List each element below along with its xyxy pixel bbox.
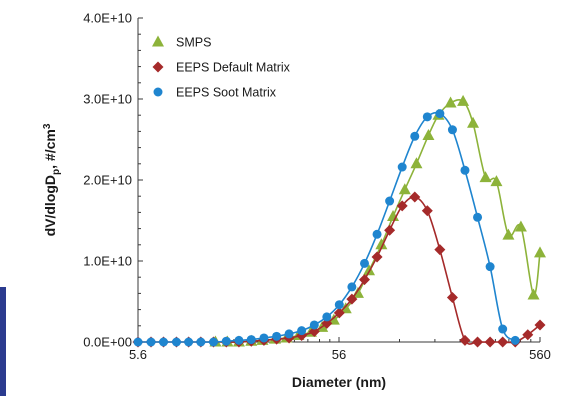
legend: SMPS EEPS Default Matrix EEPS Soot Matrix bbox=[152, 35, 291, 100]
data-point bbox=[385, 196, 395, 206]
y-ticks: 0.0E+00 1.0E+10 2.0E+10 3.0E+10 4.0E+10 bbox=[83, 11, 143, 350]
legend-marker bbox=[153, 87, 163, 97]
data-point bbox=[410, 131, 420, 141]
series-line bbox=[215, 99, 541, 343]
data-point bbox=[333, 307, 345, 319]
data-point bbox=[321, 317, 333, 329]
data-point bbox=[447, 125, 457, 135]
data-point bbox=[272, 331, 282, 341]
data-point bbox=[484, 336, 496, 348]
data-point bbox=[527, 288, 540, 300]
data-point bbox=[534, 246, 546, 258]
data-point bbox=[309, 320, 319, 330]
data-point bbox=[446, 291, 458, 303]
data-point bbox=[409, 191, 421, 203]
data-point bbox=[472, 336, 484, 348]
y-axis-title-superscript: 3 bbox=[42, 123, 53, 129]
data-point bbox=[479, 171, 492, 183]
data-point bbox=[384, 224, 396, 236]
data-point bbox=[398, 183, 411, 195]
y-axis-title-tail: , #/cm bbox=[42, 129, 58, 169]
data-point bbox=[497, 336, 509, 348]
data-point bbox=[435, 109, 445, 119]
data-point bbox=[422, 112, 432, 122]
data-point bbox=[522, 329, 534, 341]
data-point bbox=[444, 96, 457, 108]
x-axis-title: Diameter (nm) bbox=[292, 374, 386, 390]
series-0 bbox=[209, 94, 546, 347]
series-2 bbox=[133, 109, 520, 347]
x-tick-label: 56 bbox=[332, 347, 346, 362]
data-point bbox=[360, 258, 370, 268]
data-point bbox=[308, 325, 320, 337]
data-point bbox=[284, 329, 294, 339]
data-point bbox=[485, 262, 495, 272]
data-point bbox=[184, 337, 194, 347]
data-point bbox=[510, 335, 520, 345]
legend-label: SMPS bbox=[176, 36, 211, 50]
data-point bbox=[221, 336, 231, 346]
data-point bbox=[421, 205, 433, 217]
legend-marker bbox=[152, 61, 164, 73]
data-point bbox=[146, 337, 156, 347]
data-point bbox=[363, 264, 376, 276]
data-point bbox=[372, 229, 382, 239]
legend-label: EEPS Soot Matrix bbox=[176, 86, 277, 100]
series-layer bbox=[132, 94, 546, 348]
data-point bbox=[514, 220, 527, 232]
data-point bbox=[347, 282, 357, 292]
data-point bbox=[396, 200, 408, 212]
data-point bbox=[397, 162, 407, 172]
data-point bbox=[473, 212, 483, 222]
data-point bbox=[322, 312, 332, 322]
data-point bbox=[246, 335, 256, 345]
y-tick-label: 4.0E+10 bbox=[83, 11, 132, 26]
data-point bbox=[371, 251, 383, 263]
data-point bbox=[460, 165, 470, 175]
series-line bbox=[137, 111, 516, 343]
y-tick-label: 2.0E+10 bbox=[83, 173, 132, 188]
data-point bbox=[459, 334, 471, 346]
data-point bbox=[422, 128, 435, 140]
data-point bbox=[297, 326, 307, 336]
data-point bbox=[171, 337, 181, 347]
data-point bbox=[133, 337, 143, 347]
y-tick-label: 3.0E+10 bbox=[83, 92, 132, 107]
data-point bbox=[457, 94, 470, 106]
data-point bbox=[410, 157, 423, 169]
data-point bbox=[327, 313, 340, 325]
data-point bbox=[490, 175, 503, 187]
data-point bbox=[209, 337, 219, 347]
data-point bbox=[259, 333, 269, 343]
data-point bbox=[467, 116, 480, 128]
data-point bbox=[375, 238, 388, 250]
data-point bbox=[498, 324, 508, 334]
data-point bbox=[434, 244, 446, 256]
data-point bbox=[334, 300, 344, 310]
y-axis-title-main: dV/dlogD bbox=[42, 175, 58, 236]
data-point bbox=[234, 335, 244, 345]
data-point bbox=[159, 337, 169, 347]
data-point bbox=[502, 228, 515, 240]
x-tick-label: 5.6 bbox=[129, 347, 147, 362]
side-accent-bar bbox=[0, 287, 6, 396]
x-tick-label: 560 bbox=[529, 347, 551, 362]
legend-label: EEPS Default Matrix bbox=[176, 61, 291, 75]
y-tick-label: 1.0E+10 bbox=[83, 254, 132, 269]
legend-marker bbox=[152, 35, 164, 47]
data-point bbox=[534, 319, 546, 331]
y-axis-title-subscript: p bbox=[51, 169, 62, 175]
data-point bbox=[346, 293, 358, 305]
y-axis-title: dV/dlogDp, #/cm3 bbox=[42, 123, 62, 236]
data-point bbox=[359, 274, 371, 286]
data-point bbox=[196, 337, 206, 347]
x-ticks: 5.6 56 560 bbox=[129, 337, 551, 362]
y-tick-label: 0.0E+00 bbox=[83, 335, 132, 350]
